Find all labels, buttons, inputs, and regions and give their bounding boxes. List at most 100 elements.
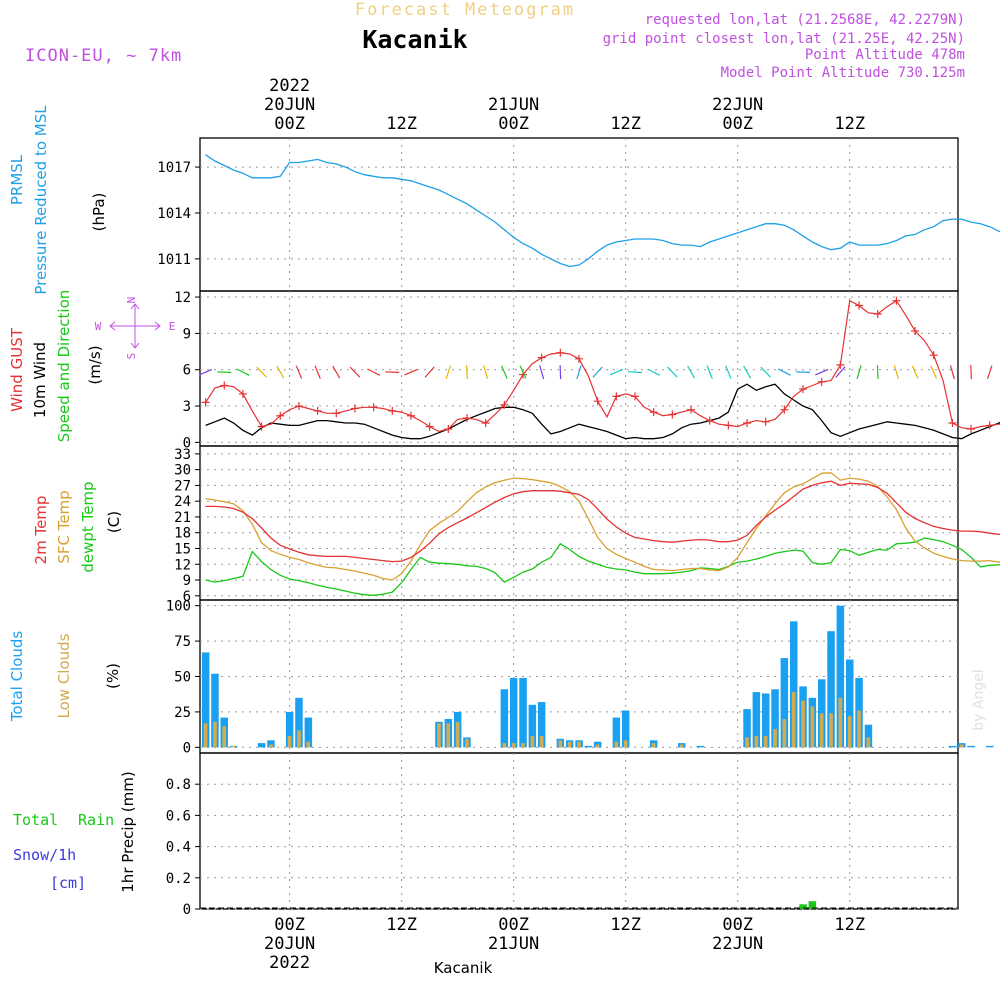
wind-direction-arrow (949, 365, 955, 380)
gust-marker (836, 360, 845, 369)
panel-frame-4 (199, 752, 959, 910)
gust-marker (276, 411, 285, 420)
bottom-date-label: 21JUN (488, 934, 539, 954)
wind-direction-arrow (835, 366, 846, 378)
snow-label: Snow/1h (13, 846, 76, 864)
wind-direction-arrow (795, 371, 811, 373)
compass-north-label: N (125, 297, 138, 304)
gust-marker (631, 392, 640, 401)
low-cloud-bar (838, 697, 843, 748)
low-cloud-bar (203, 723, 208, 748)
total-cloud-bar (612, 717, 621, 748)
panel-frame-0 (199, 137, 959, 292)
bottom-date-label: 20JUN (264, 934, 315, 954)
ytick-label-0: 1014 (157, 206, 191, 222)
low-cloud-bar (297, 730, 301, 748)
gust-marker (500, 400, 509, 409)
gust-marker (967, 425, 976, 434)
top-hour-label: 00Z (498, 114, 529, 134)
compass-south-label: S (125, 353, 138, 360)
requested-coords: requested lon,lat (21.2568E, 42.2279N) (645, 12, 965, 28)
wind-direction-arrow (760, 366, 771, 378)
top-date-label: 21JUN (488, 95, 539, 115)
total-cloud-bar (771, 689, 779, 748)
ytick-label-4: 0.4 (166, 840, 191, 856)
gust-marker (257, 422, 266, 431)
top-hour-label: 12Z (834, 114, 865, 134)
low-clouds-label: Low Clouds (55, 633, 73, 718)
ytick-label-1: 9 (183, 326, 191, 342)
grid-point-coords: grid point closest lon,lat (21.25E, 42.2… (603, 31, 965, 47)
wind-direction-arrow (667, 366, 678, 378)
top-year-label: 2022 (269, 76, 310, 96)
gust-marker (462, 414, 471, 423)
compass-east-label: E (169, 320, 176, 333)
gust-marker (724, 421, 733, 430)
low-cloud-bar (437, 723, 441, 748)
wind-direction-arrow (706, 365, 713, 379)
total-cloud-bar (836, 605, 845, 748)
total-cloud-bar (696, 745, 705, 748)
low-cloud-bar (829, 713, 833, 748)
total-cloud-bar (827, 631, 835, 748)
wind-direction-arrow (725, 365, 732, 379)
wind-direction-arrow (627, 371, 643, 374)
wind-unit: (m/s) (86, 345, 104, 384)
low-cloud-bar (773, 728, 777, 748)
total-cloud-bar (780, 658, 789, 748)
wind-direction-arrow (314, 365, 321, 379)
total-label: Total (13, 811, 58, 829)
ytick-label-2: 12 (174, 557, 191, 573)
gust-marker (911, 326, 920, 335)
ytick-label-1: 12 (174, 290, 191, 306)
wind-10m-label: 10m Wind (31, 342, 49, 418)
ytick-label-2: 15 (174, 541, 191, 557)
ytick-label-3: 100 (166, 599, 191, 615)
location-title: Kacanik (362, 25, 467, 54)
ytick-label-4: 0 (183, 902, 191, 918)
wind-direction-arrow (424, 366, 435, 378)
ytick-label-1: 3 (183, 399, 191, 415)
low-cloud-bar (502, 743, 507, 748)
gust-marker (556, 348, 565, 357)
panel-frame-2 (199, 445, 959, 601)
ytick-label-2: 6 (183, 589, 191, 605)
total-clouds-label: Total Clouds (8, 631, 26, 723)
total-cloud-bar (762, 693, 770, 748)
low-cloud-bar (679, 744, 684, 748)
total-cloud-bar (986, 745, 994, 748)
ytick-label-2: 21 (174, 510, 191, 526)
point-altitude: Point Altitude 478m (805, 47, 965, 63)
temp-unit: (C) (105, 511, 123, 533)
low-cloud-bar (465, 738, 469, 748)
bottom-year-label: 2022 (269, 953, 310, 973)
low-cloud-bar (857, 710, 861, 748)
top-date-label: 20JUN (264, 95, 315, 115)
gust-marker (649, 408, 658, 417)
compass-west-label: W (95, 320, 102, 333)
ytick-label-2: 33 (174, 447, 191, 463)
top-hour-label: 00Z (274, 114, 305, 134)
gust-marker (388, 406, 397, 415)
wind-direction-arrow (483, 365, 489, 379)
gust-marker (575, 354, 583, 363)
wind-direction-arrow (332, 365, 341, 379)
temp-2m-label: 2m Temp (32, 496, 50, 565)
wind-direction-arrow (930, 365, 938, 379)
gust-marker (612, 392, 621, 401)
top-hour-label: 00Z (722, 114, 753, 134)
ytick-label-2: 27 (174, 478, 191, 494)
bottom-hour-label: 00Z (722, 915, 753, 935)
wind-direction-arrow (367, 368, 381, 376)
rain-bar (808, 901, 817, 909)
low-cloud-bar (455, 721, 460, 748)
gust-marker (313, 406, 322, 415)
top-date-label: 22JUN (712, 95, 763, 115)
gust-marker (238, 389, 247, 398)
ytick-label-0: 1011 (157, 252, 191, 268)
wind-direction-arrow (445, 365, 451, 379)
gust-marker (761, 417, 770, 426)
clouds-unit: (%) (104, 663, 122, 689)
wind-direction-arrow (295, 365, 303, 379)
low-cloud-bar (651, 743, 656, 748)
